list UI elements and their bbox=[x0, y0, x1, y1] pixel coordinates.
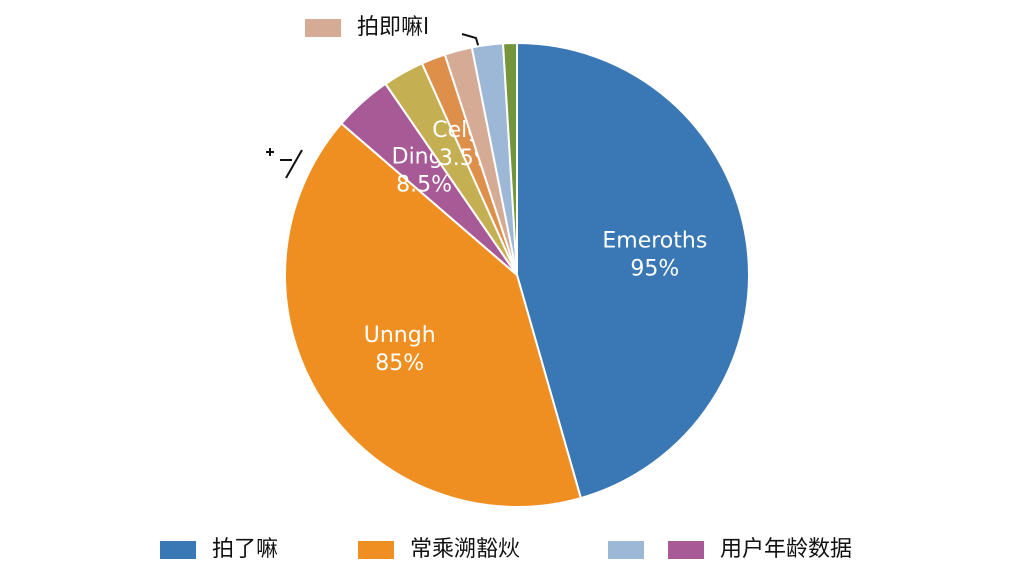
pie-slice bbox=[501, 41, 518, 276]
legend-label: 用户年龄数据 bbox=[720, 537, 852, 562]
legend-label: 拍了嘛 bbox=[212, 537, 278, 562]
legend-swatch bbox=[608, 541, 644, 559]
legend-swatch bbox=[668, 541, 704, 559]
legend-swatch bbox=[160, 541, 196, 559]
slice-value: 85% bbox=[375, 351, 424, 376]
legend-swatch bbox=[305, 19, 341, 37]
slice-value: 8.5% bbox=[396, 172, 452, 197]
slice-value: 95% bbox=[630, 257, 679, 282]
legend-label: 拍即嘛l bbox=[357, 15, 429, 40]
pie-slice bbox=[284, 122, 583, 508]
legend-label: 常乘溯豁炏 bbox=[410, 537, 520, 562]
slice-label: Unngh bbox=[364, 323, 436, 348]
legend-swatch bbox=[358, 541, 394, 559]
pie-slice bbox=[516, 41, 750, 500]
slice-label: Emeroths bbox=[602, 229, 707, 254]
